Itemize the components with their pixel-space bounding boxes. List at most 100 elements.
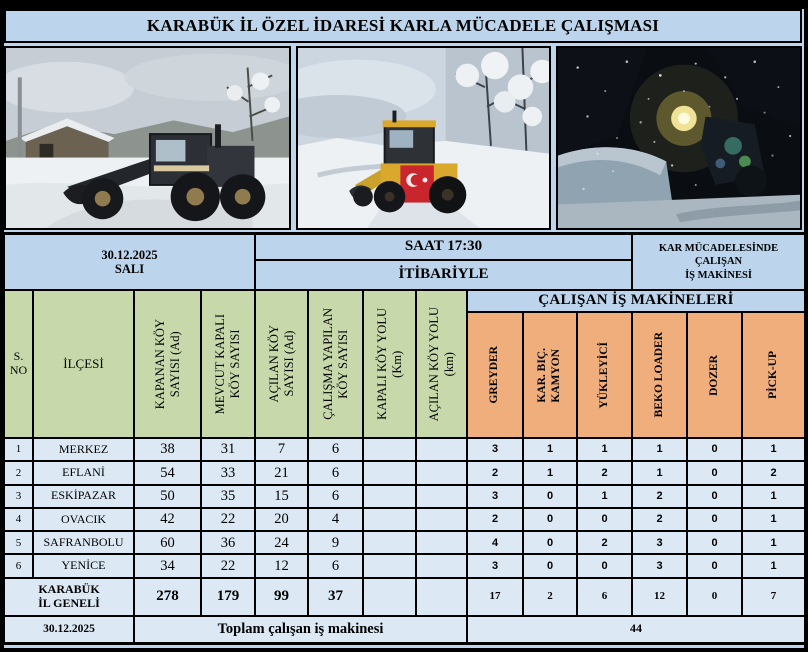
table-cell: 1 — [743, 485, 804, 507]
page-title: KARABÜK İL ÖZEL İDARESİ KARLA MÜCADELE Ç… — [4, 9, 802, 43]
photo-grader-flag-illustration — [298, 48, 549, 228]
table-cell — [364, 532, 415, 554]
table-cell: 6 — [309, 462, 362, 484]
table-cell — [417, 532, 466, 554]
district-name: YENİCE — [34, 555, 133, 577]
total-cell: 0 — [688, 578, 741, 615]
table-cell: 1 — [524, 439, 576, 461]
district-name: MERKEZ — [34, 439, 133, 461]
col-header-currently-closed: MEVCUT KAPALI KÖY SAYISI — [202, 291, 254, 437]
table-cell: 0 — [688, 485, 741, 507]
table-cell: 2 — [633, 485, 686, 507]
table-cell: 35 — [202, 485, 254, 507]
col-header-worked-villages: ÇALIŞMA YAPILAN KÖY SAYISI — [309, 291, 362, 437]
table-cell: 21 — [256, 462, 307, 484]
table-cell: 20 — [256, 508, 307, 531]
table-cell: 3 — [468, 485, 522, 507]
table-cell: 1 — [743, 555, 804, 577]
report-date-cell: 30.12.2025 SALI — [5, 235, 254, 289]
table-cell: 0 — [688, 532, 741, 554]
col-header-beko-loader: BEKO LOADER — [633, 313, 686, 437]
table-cell: 3 — [633, 532, 686, 554]
table-cell: 6 — [309, 555, 362, 577]
table-cell: 1 — [524, 462, 576, 484]
table-cell: 0 — [524, 485, 576, 507]
table-cell: 0 — [578, 508, 631, 531]
snow-report-table: 30.12.2025 SALI SAAT 17:30 KAR MÜCADELES… — [2, 232, 807, 645]
table-cell: 2 — [578, 532, 631, 554]
report-time-cell: SAAT 17:30 — [256, 235, 631, 259]
asof-label: İTİBARİYLE — [256, 261, 631, 289]
province-total-label: KARABÜK İL GENELİ — [5, 578, 133, 615]
table-cell — [417, 555, 466, 577]
table-cell — [417, 462, 466, 484]
table-cell: 2 — [578, 462, 631, 484]
table-cell: 33 — [202, 462, 254, 484]
col-header-snowplow-truck: KAR. BIÇ. KAMYON — [524, 313, 576, 437]
total-cell: 12 — [633, 578, 686, 615]
col-header-closed-road-km: KAPALI KÖY YOLU (Km) — [364, 291, 415, 437]
col-header-district: İLÇESİ — [34, 291, 133, 437]
total-cell: 278 — [135, 578, 200, 615]
table-cell: 4 — [309, 508, 362, 531]
col-header-dozer: DOZER — [688, 313, 741, 437]
photo-grader-flag — [296, 46, 551, 230]
table-cell — [364, 555, 415, 577]
row-number: 2 — [5, 462, 32, 484]
table-cell: 0 — [688, 508, 741, 531]
photo-night-operation — [556, 46, 802, 230]
col-header-greyder: GREYDER — [468, 313, 522, 437]
total-cell: 2 — [524, 578, 576, 615]
table-cell: 0 — [688, 439, 741, 461]
row-number: 4 — [5, 508, 32, 531]
table-cell — [364, 508, 415, 531]
table-cell: 6 — [309, 439, 362, 461]
row-number: 6 — [5, 555, 32, 577]
table-cell: 22 — [202, 508, 254, 531]
table-cell: 50 — [135, 485, 200, 507]
table-cell: 2 — [468, 462, 522, 484]
table-cell: 1 — [633, 462, 686, 484]
row-number: 1 — [5, 439, 32, 461]
photo-night-operation-illustration — [558, 48, 800, 228]
total-cell: 7 — [743, 578, 804, 615]
machines-in-operation-label: KAR MÜCADELESİNDE ÇALIŞAN İŞ MAKİNESİ — [633, 235, 804, 289]
table-cell: 36 — [202, 532, 254, 554]
table-cell — [364, 462, 415, 484]
table-cell: 0 — [578, 555, 631, 577]
table-cell: 3 — [468, 555, 522, 577]
table-cell — [364, 485, 415, 507]
total-cell: 37 — [309, 578, 362, 615]
table-cell: 3 — [633, 555, 686, 577]
district-name: ESKİPAZAR — [34, 485, 133, 507]
table-cell: 1 — [743, 532, 804, 554]
col-header-pickup: PİCK-UP — [743, 313, 804, 437]
table-cell: 54 — [135, 462, 200, 484]
table-cell: 60 — [135, 532, 200, 554]
total-cell: 179 — [202, 578, 254, 615]
col-header-opened-road-km: AÇILAN KÖY YOLU (km) — [417, 291, 466, 437]
table-cell: 1 — [743, 508, 804, 531]
col-header-opened-villages: AÇILAN KÖY SAYISI (Ad) — [256, 291, 307, 437]
table-cell: 4 — [468, 532, 522, 554]
col-header-closed-villages: KAPANAN KÖY SAYISI (Ad) — [135, 291, 200, 437]
table-cell: 1 — [578, 485, 631, 507]
total-cell — [417, 578, 466, 615]
photo-grader-day — [4, 46, 291, 230]
table-cell: 31 — [202, 439, 254, 461]
machines-section-title: ÇALIŞAN İŞ MAKİNELERİ — [468, 291, 804, 311]
total-cell — [364, 578, 415, 615]
row-number: 5 — [5, 532, 32, 554]
table-cell: 0 — [524, 508, 576, 531]
table-cell: 22 — [202, 555, 254, 577]
row-number: 3 — [5, 485, 32, 507]
table-cell: 0 — [524, 532, 576, 554]
photo-grader-day-illustration — [6, 48, 289, 228]
table-cell: 2 — [468, 508, 522, 531]
table-cell: 12 — [256, 555, 307, 577]
table-cell: 1 — [633, 439, 686, 461]
table-cell: 1 — [743, 439, 804, 461]
table-cell: 0 — [524, 555, 576, 577]
col-header-sno: S. NO — [5, 291, 32, 437]
table-cell: 2 — [743, 462, 804, 484]
